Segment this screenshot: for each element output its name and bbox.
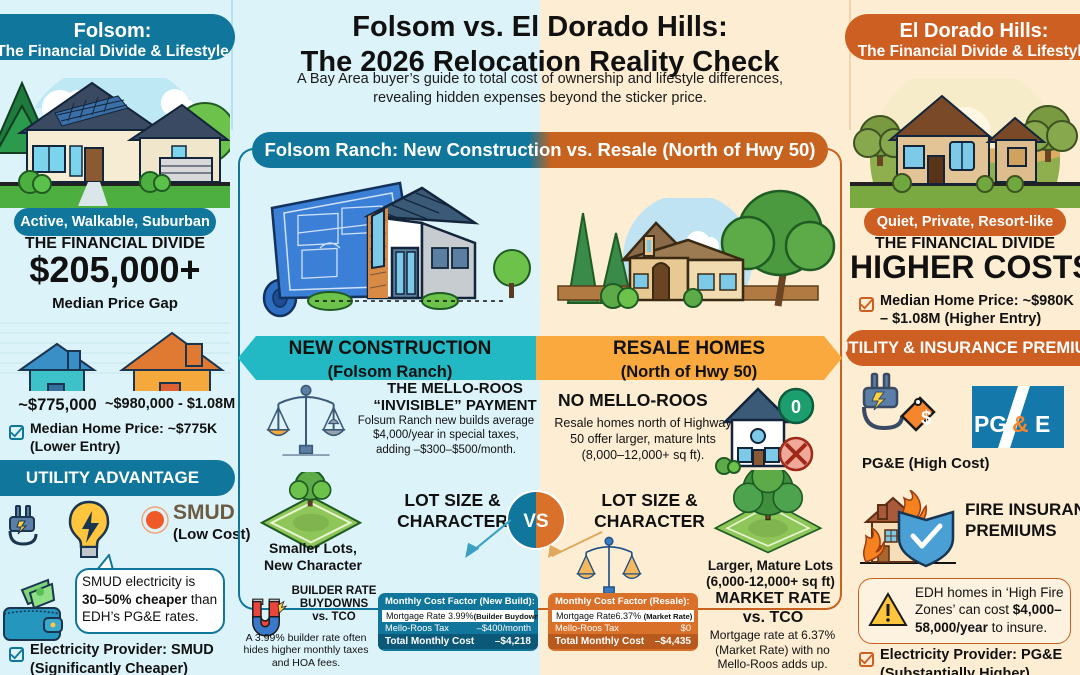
svg-text:$: $ <box>921 408 932 429</box>
svg-text:PG: PG <box>974 411 1007 437</box>
svg-text:VS: VS <box>523 511 548 532</box>
svg-text:E: E <box>1035 411 1050 437</box>
svg-text:0: 0 <box>791 397 801 417</box>
svg-text:&: & <box>1012 411 1029 437</box>
